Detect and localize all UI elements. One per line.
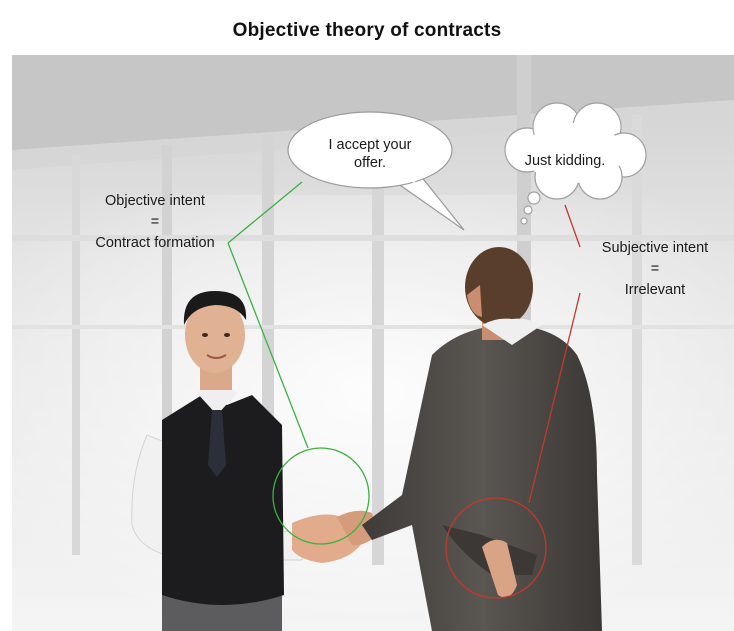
left-man-vest (162, 395, 284, 605)
thought-bubble-text: Just kidding. (524, 153, 606, 169)
subjective-connector (445, 204, 581, 599)
left-man-head (185, 297, 245, 373)
speech-line-2: offer. (354, 155, 386, 171)
objective-intent-label: Objective intent = Contract formation (70, 191, 240, 254)
objective-connector (227, 181, 370, 545)
subjective-label-line-2: = (650, 261, 660, 277)
right-man-suit (362, 325, 602, 631)
subjective-intent-label: Subjective intent = Irrelevant (580, 238, 730, 301)
objective-label-line-1: Objective intent (105, 193, 205, 209)
diagram-title: Objective theory of contracts (232, 20, 502, 41)
speech-bubble-text: I accept your offer. (290, 136, 450, 172)
office-handshake-illustration (12, 55, 734, 631)
crossed-fingers-hand (482, 539, 517, 598)
objective-label-line-2: = (150, 214, 160, 230)
speech-bubble (287, 111, 465, 231)
illustration-scene (12, 55, 734, 631)
thought-bubble (504, 102, 647, 225)
objective-label-line-3: Contract formation (95, 235, 215, 251)
subjective-label-line-3: Irrelevant (624, 282, 686, 298)
subjective-label-line-1: Subjective intent (601, 240, 709, 256)
right-man-head (465, 247, 533, 327)
speech-line-1: I accept your (328, 137, 412, 153)
